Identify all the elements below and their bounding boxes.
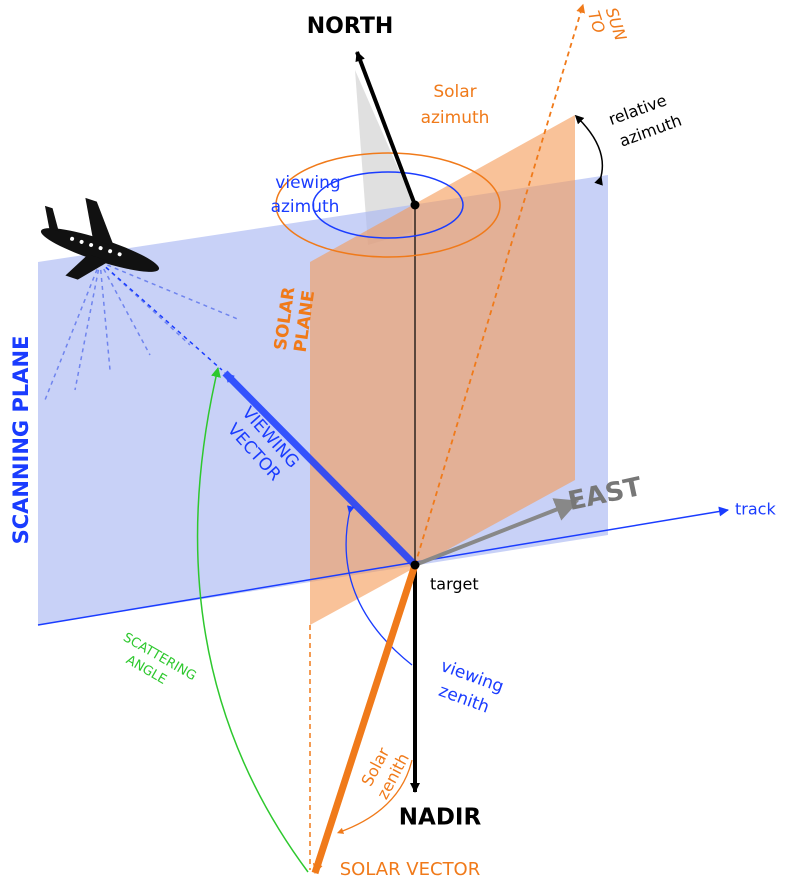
scanning-plane-label: SCANNING PLANE <box>9 336 33 545</box>
track-label: track <box>735 500 776 519</box>
solar-plane <box>310 115 575 625</box>
north-plane <box>355 70 412 245</box>
viewing-vector <box>222 370 418 568</box>
nadir-label: NADIR <box>399 805 482 831</box>
east-vector <box>414 498 580 567</box>
viewing-azimuth-label: viewing <box>275 173 340 193</box>
sun-line <box>414 3 586 566</box>
viewing-zenith-arc <box>345 505 413 666</box>
track-line <box>37 506 729 626</box>
scattering-arc <box>196 367 309 873</box>
relative-azimuth-arc <box>574 114 604 186</box>
solar-zenith-arc <box>336 759 413 834</box>
solar-azimuth-ellipse <box>275 152 501 258</box>
solar-azimuth-label: azimuth <box>421 108 490 128</box>
to-sun-label: SUN <box>602 5 631 43</box>
north-point <box>410 200 420 210</box>
viewing-azimuth-ellipse <box>312 171 464 239</box>
viewing-azimuth-label: azimuth <box>271 197 340 217</box>
scan-rays <box>44 261 241 401</box>
solar-vector-label: SOLAR VECTOR <box>340 859 481 880</box>
target-label: target <box>430 575 479 594</box>
target-point <box>410 560 420 570</box>
north-label: NORTH <box>307 14 394 39</box>
solar-vector <box>311 563 419 875</box>
airplane <box>40 197 160 280</box>
north-vector <box>355 51 417 206</box>
solar-azimuth-label: Solar <box>433 82 476 102</box>
